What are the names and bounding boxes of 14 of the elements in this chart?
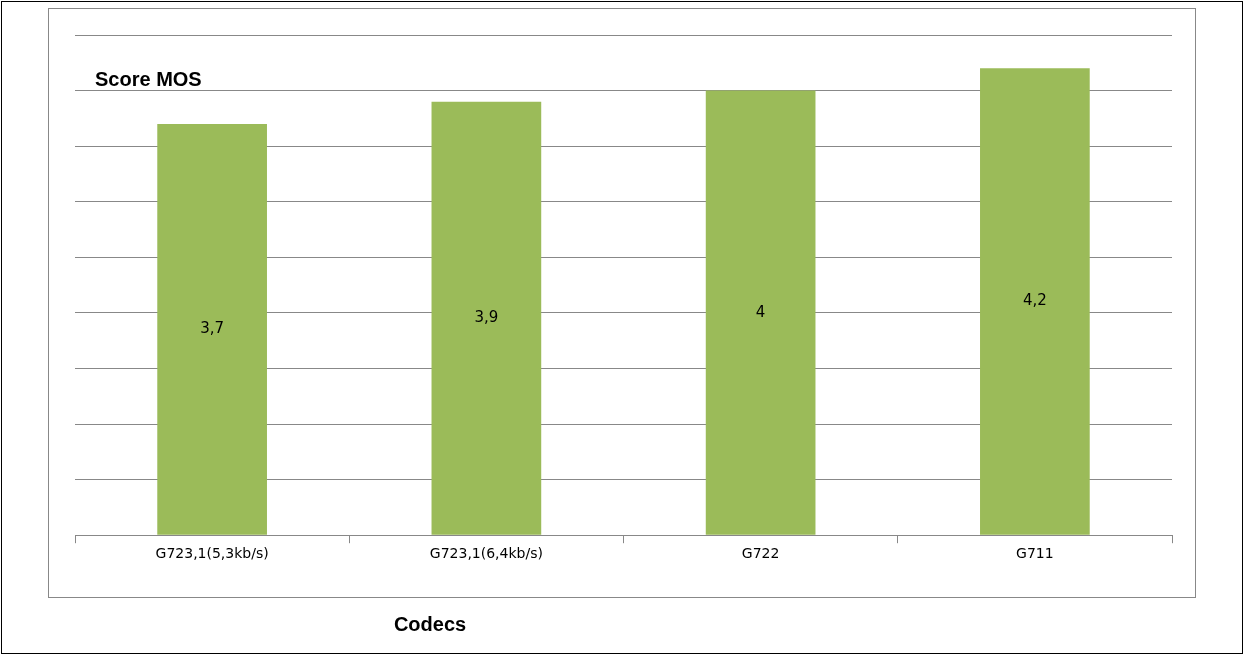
text: Score MOS [95, 67, 202, 90]
x-axis-title: Codecs [393, 612, 467, 635]
x-tick-label: G723,1(6,4kb/s) [429, 545, 543, 562]
x-tick-label: G722 [741, 545, 780, 562]
data-label: 4 [755, 302, 766, 321]
bar [431, 101, 542, 535]
bar [157, 123, 267, 535]
bar [980, 68, 1090, 535]
data-label: 3,9 [474, 308, 499, 327]
data-label: 4,2 [1022, 291, 1047, 310]
bar [705, 90, 816, 535]
x-tick-label: G711 [1016, 545, 1054, 562]
x-tick-label: G723,1(5,3kb/s) [155, 545, 269, 562]
data-label: 3,7 [200, 319, 225, 338]
